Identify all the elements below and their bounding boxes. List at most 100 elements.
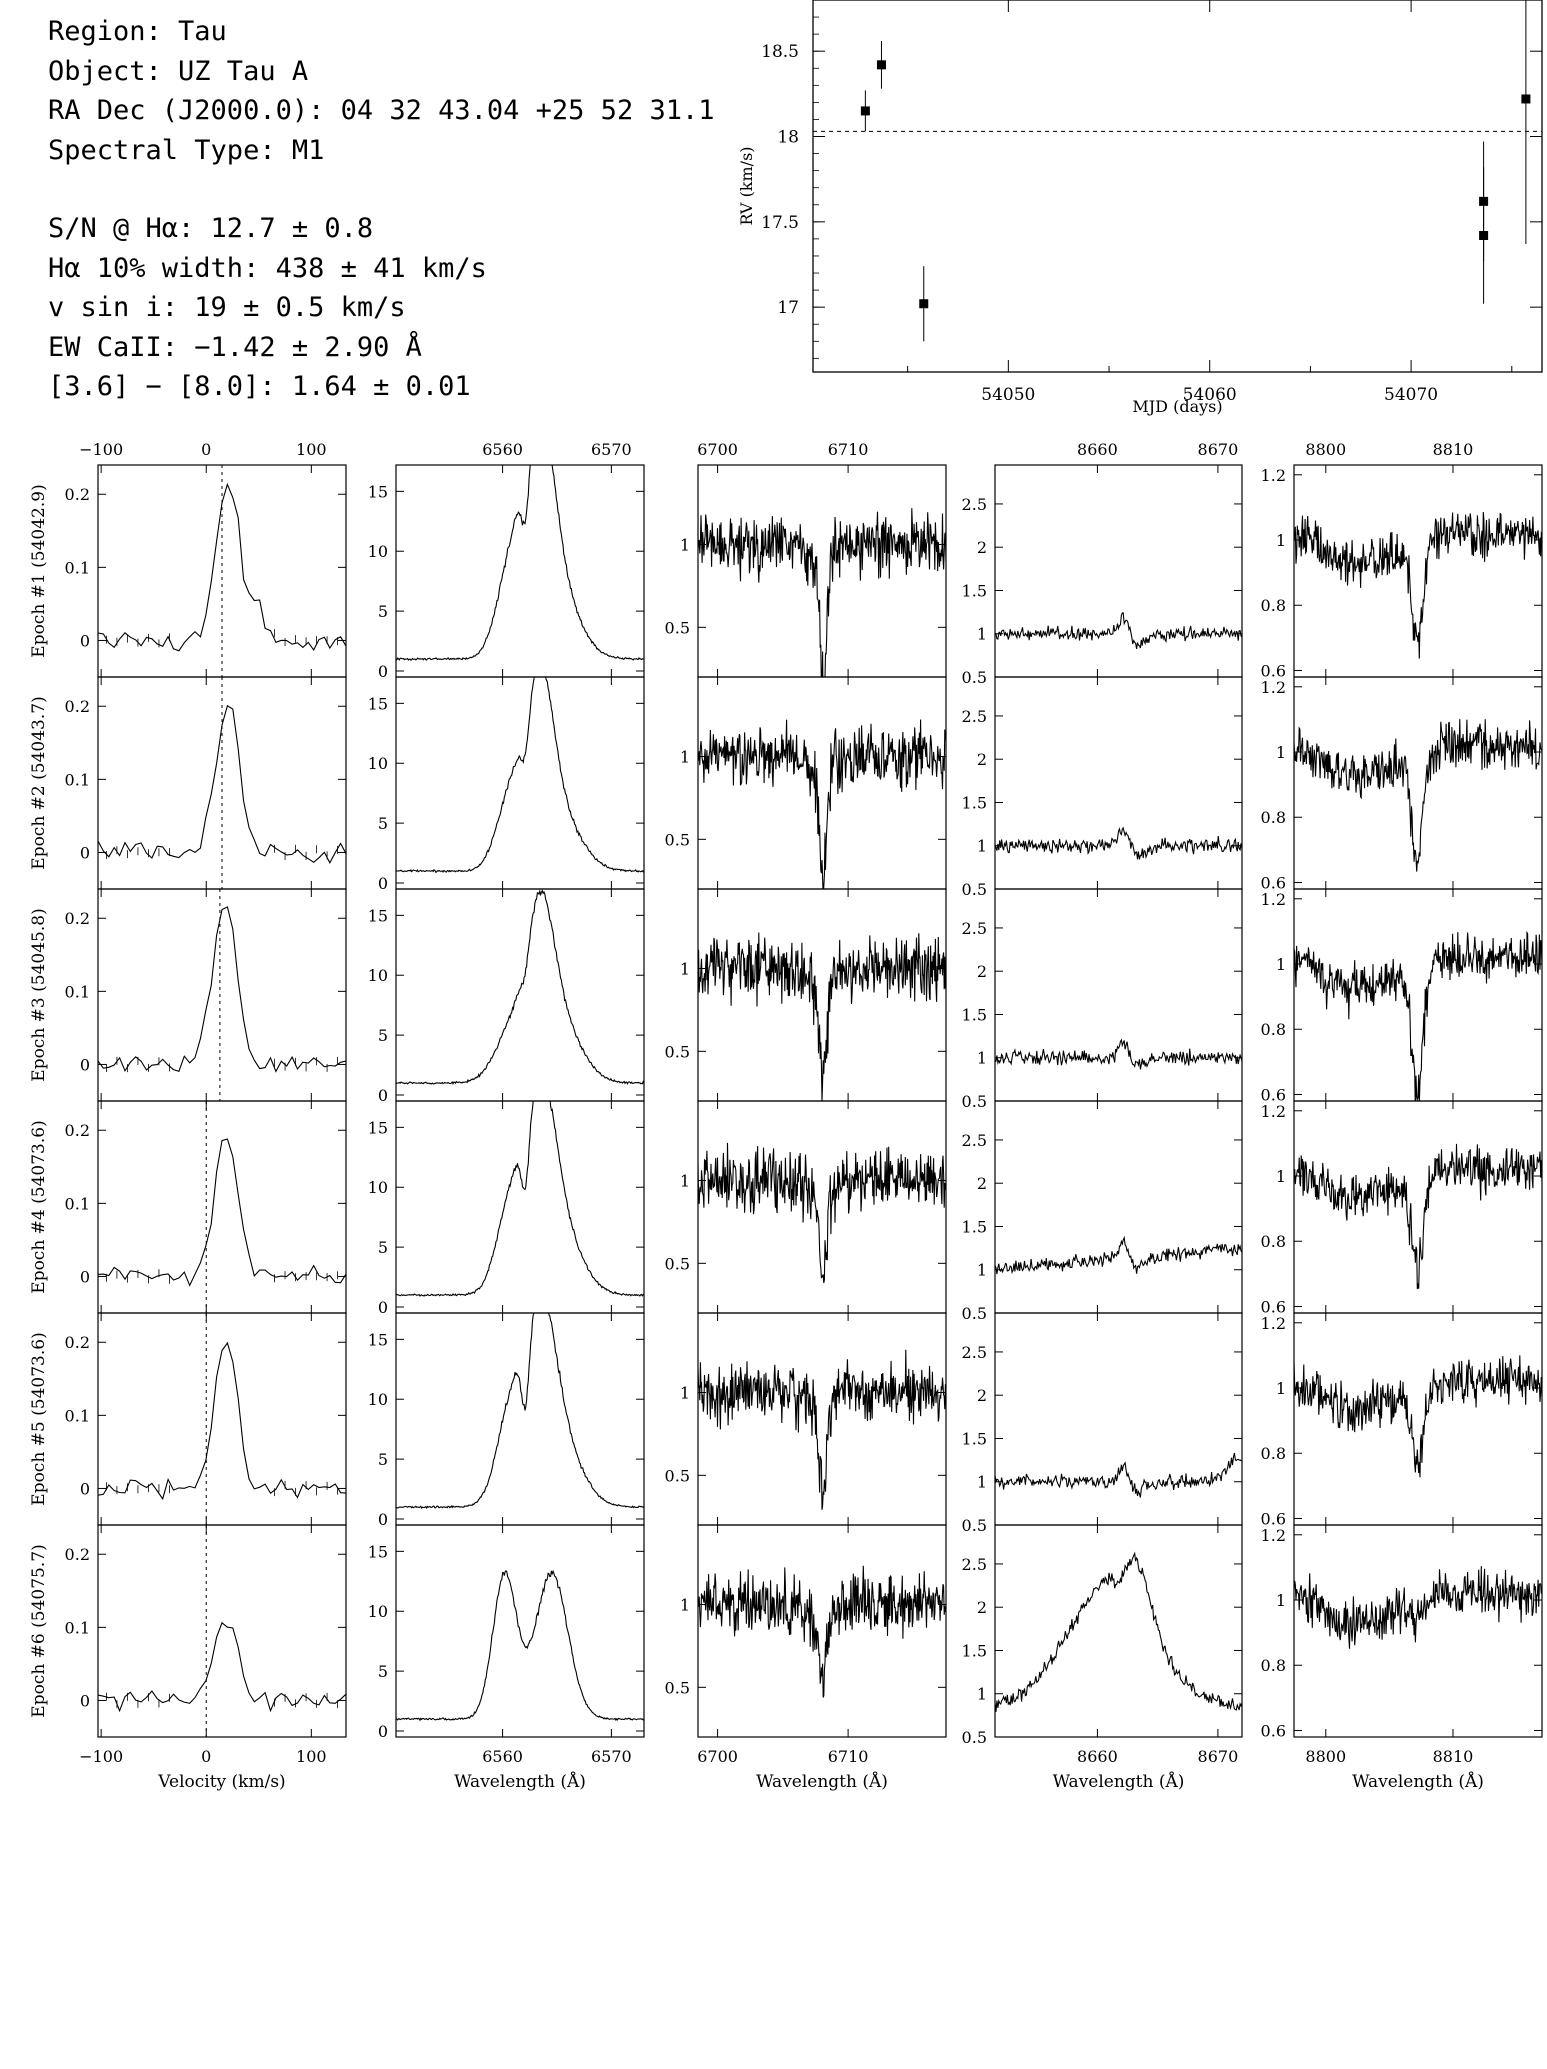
spectrum-panel-r6-c3: 0.5 1 6700 6710 Wavelength (Å) [665,1524,947,1792]
y-tick-label: 10 [368,966,388,985]
spectrum-panel-r4-c5: 0.6 0.8 1 1.2 [1261,1100,1543,1316]
x-tick-label-bottom: 8800 [1305,1747,1346,1766]
x-tick-label-top: 8810 [1433,440,1474,459]
y-tick-label: 2 [977,962,987,981]
y-tick-label: 0.2 [65,1333,90,1352]
epoch-label: Epoch #3 (54045.8) [29,908,49,1081]
spectrum-panel-r4-c2: 0 5 10 15 [368,1100,645,1317]
region-label: Region: Tau [48,16,227,47]
rv-point [919,299,929,309]
y-tick-label: 10 [368,542,388,561]
spectrum-panel-r6-c4: 0.5 1 1.5 2 2.5 8660 8670 Wavelength (Å) [962,1524,1243,1792]
y-tick-label: 1 [977,1685,987,1704]
y-tick-label: 0 [80,1055,90,1074]
spectrum-panel-r5-c4: 0.5 1 1.5 2 2.5 [962,1312,1243,1535]
y-tick-label: 0.8 [1261,1020,1286,1039]
spectrum-panel-r1-c2: 0 5 10 15 6560 6570 [368,440,645,681]
y-tick-label: 1 [1276,743,1286,762]
rv-x-tick-label: 54060 [1183,385,1237,405]
spectrum-line [98,906,346,1073]
y-tick-label: 1.5 [962,1429,987,1448]
spectrum-panel-r4-c1: 0 0.1 0.2 Epoch #4 (54073.6) [29,1100,347,1314]
panel-frame [994,1312,1243,1526]
y-tick-label: 1.5 [962,581,987,600]
y-tick-label: 2.5 [962,707,987,726]
spectrum-line [396,1569,644,1722]
rv-point [876,60,886,70]
y-tick-label: 2.5 [962,1131,987,1150]
rv-x-tick-label: 54050 [981,385,1035,405]
y-tick-label: 5 [378,814,388,833]
spectrum-line [1294,930,1542,1101]
y-tick-label: 1.2 [1261,1314,1286,1333]
x-axis-label: Wavelength (Å) [756,1771,888,1792]
y-tick-label: 0 [80,843,90,862]
y-tick-label: 1 [1276,1379,1286,1398]
panel-frame [97,1100,347,1314]
rv-chart: 54050 54060 54070 17 17.5 18 18.5 MJD (days) RV … [737,0,1543,416]
y-tick-label: 0.2 [65,1545,90,1564]
spectrum-panel-r1-c1: 0 0.1 0.2 −100 0 100 Epoch #1 (54042.9) [29,440,347,678]
y-tick-label: 1.2 [1261,1102,1286,1121]
x-tick-label-bottom: 0 [201,1747,211,1766]
halpha-width-label: Hα 10% width: 438 ± 41 km/s [48,252,487,284]
rv-y-tick-label: 17.5 [761,213,799,233]
y-tick-label: 1 [977,1473,987,1492]
spectrum-line [1294,1355,1542,1478]
rv-y-tick-label: 18.5 [761,42,799,62]
spectrum-line [698,1349,946,1510]
spectral-type-label: Spectral Type: M1 [48,134,325,166]
ew-caII-label: EW CaII: −1.42 ± 2.90 Å [48,331,422,363]
y-tick-label: 0.6 [1261,1721,1286,1740]
panel-frame [1293,888,1543,1102]
y-tick-label: 1.5 [962,793,987,812]
spectrum-line [995,1452,1242,1498]
y-tick-label: 1 [977,837,987,856]
y-tick-label: 1 [977,625,987,644]
y-tick-label: 0.6 [1261,873,1286,892]
spectrum-line [995,1038,1242,1070]
panel-frame [1293,1312,1543,1526]
y-tick-label: 0.8 [1261,1232,1286,1251]
x-tick-label-top: 8660 [1077,440,1118,459]
spectrum-line [698,719,946,889]
y-tick-label: 5 [378,1662,388,1681]
y-tick-label: 1 [680,748,690,767]
y-tick-label: 0 [80,1479,90,1498]
spectrum-line [698,1142,946,1283]
y-tick-label: 15 [368,694,388,713]
y-tick-label: 1 [680,1596,690,1615]
spectrum-line [1294,719,1542,872]
x-tick-label-bottom: 100 [296,1747,327,1766]
spectrum-line [995,826,1242,860]
y-tick-label: 0 [378,662,388,681]
spectrum-panel-r2-c1: 0 0.1 0.2 Epoch #2 (54043.7) [29,676,347,890]
x-tick-label-top: 6570 [591,440,632,459]
object-label: Object: UZ Tau A [48,55,309,87]
spectrum-panel-r3-c2: 0 5 10 15 [368,888,645,1105]
rv-point [860,106,870,116]
spectrum-line [1294,1566,1542,1649]
spectrum-panel-r3-c4: 0.5 1 1.5 2 2.5 [962,888,1243,1111]
y-tick-label: 15 [368,482,388,501]
x-tick-label-top: 6700 [697,440,738,459]
y-tick-label: 2.5 [962,1343,987,1362]
y-tick-label: 1.2 [1261,1526,1286,1545]
y-tick-label: 0 [378,1086,388,1105]
panel-frame [1293,1100,1543,1314]
y-tick-label: 5 [378,1450,388,1469]
y-tick-label: 1 [977,1261,987,1280]
x-tick-label-top: 6560 [482,440,523,459]
y-tick-label: 1 [680,536,690,555]
y-tick-label: 15 [368,1118,388,1137]
panel-frame [395,1100,645,1314]
spectrum-panel-r1-c5: 0.6 0.8 1 1.2 8800 8810 [1261,440,1543,680]
spectrum-panel-r3-c5: 0.6 0.8 1 1.2 [1261,888,1543,1104]
y-tick-label: 0.1 [65,982,90,1001]
y-tick-label: 0.2 [65,1121,90,1140]
y-tick-label: 10 [368,754,388,773]
rv-frame [812,0,1543,373]
rv-y-tick-label: 17 [777,298,799,318]
panel-frame [97,888,347,1102]
